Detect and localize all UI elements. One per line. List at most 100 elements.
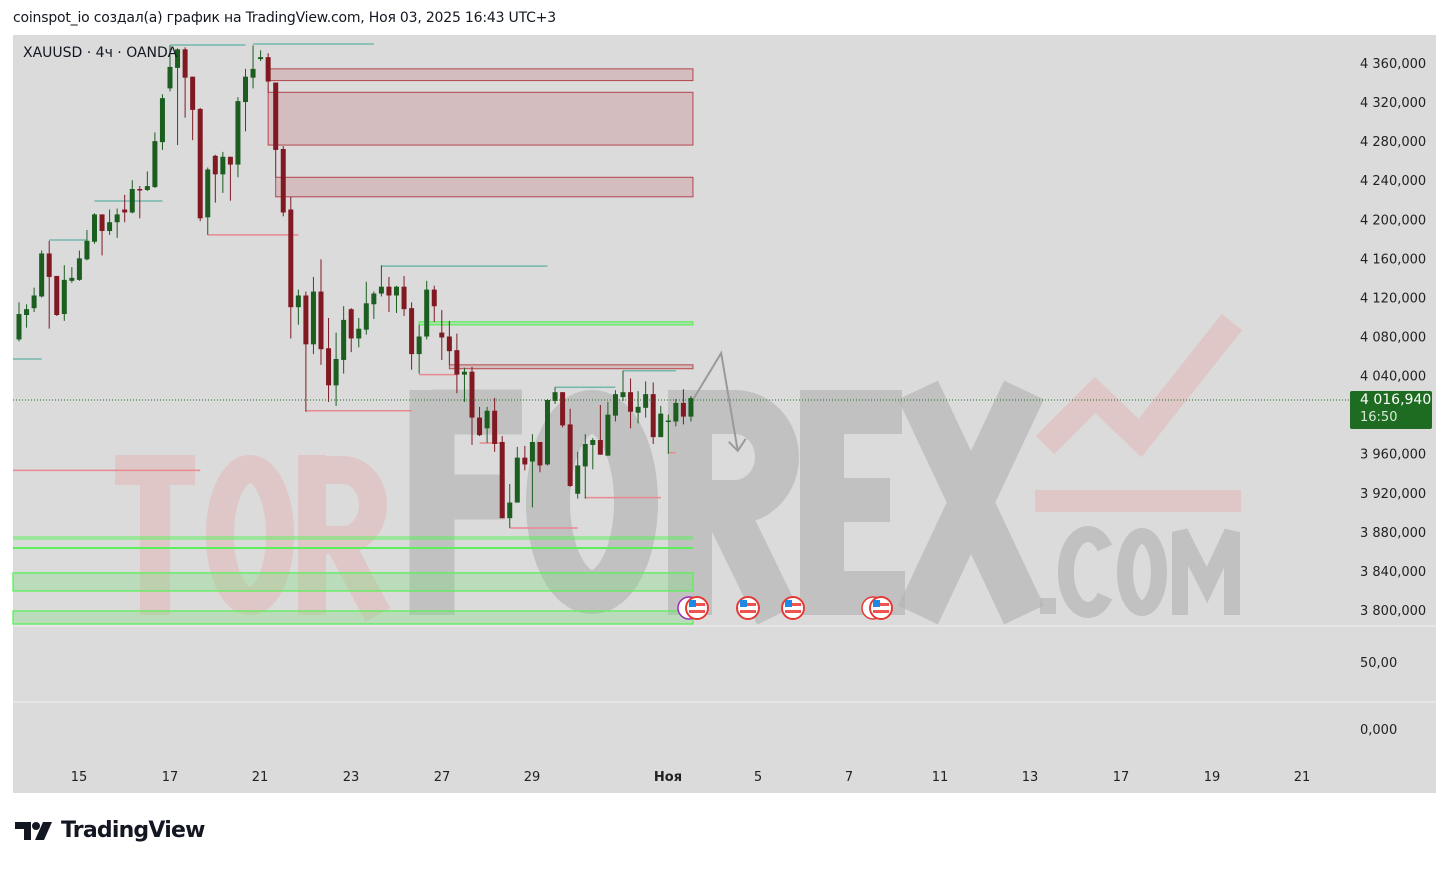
price-tick: 3 800,000 xyxy=(1360,604,1426,619)
us-flag-icon[interactable] xyxy=(736,596,760,620)
bar-countdown: 16:50 xyxy=(1360,410,1398,425)
demand-zone xyxy=(12,610,694,625)
candle-body xyxy=(280,148,286,213)
candle xyxy=(99,214,105,256)
candle xyxy=(567,408,573,487)
candle xyxy=(394,285,399,314)
candle-body xyxy=(567,424,573,486)
candle-body xyxy=(484,410,490,429)
candle xyxy=(114,208,120,238)
candle-body xyxy=(582,443,588,467)
chart-caption: coinspot_io создал(а) график на TradingV… xyxy=(13,10,556,26)
candle-body xyxy=(220,156,226,175)
candle xyxy=(439,310,445,360)
candle-body xyxy=(39,253,45,297)
candle xyxy=(333,332,339,406)
candle xyxy=(182,47,188,118)
candle xyxy=(424,280,430,340)
symbol-label[interactable]: XAUUSD · 4ч · OANDA xyxy=(23,45,178,61)
lower-pane-tick: 50,00 xyxy=(1360,656,1397,671)
time-tick: 21 xyxy=(252,770,269,785)
candle-body xyxy=(295,295,301,308)
candle-body xyxy=(303,295,309,345)
candle xyxy=(197,107,203,222)
candle xyxy=(84,230,90,261)
time-axis[interactable]: 15 17 21 23 27 29 Ноя 5 7 11 13 17 19 21 xyxy=(71,770,1311,785)
candle-body xyxy=(16,314,22,340)
candle-body xyxy=(454,350,460,375)
candle-body xyxy=(688,398,694,417)
candle-body xyxy=(159,98,165,143)
candle-body xyxy=(394,286,399,296)
candle xyxy=(688,396,694,422)
candle xyxy=(212,154,218,203)
candle xyxy=(582,434,588,499)
time-tick: 23 xyxy=(343,770,360,785)
event-flags[interactable] xyxy=(677,596,893,620)
flag-canton xyxy=(740,600,747,607)
candle xyxy=(461,367,467,402)
candle-body xyxy=(61,279,67,315)
candle xyxy=(628,378,634,429)
candle xyxy=(295,289,301,325)
supply-zone xyxy=(448,364,694,370)
candle xyxy=(492,398,498,452)
watermark-letter-f xyxy=(409,389,522,615)
candle-body xyxy=(461,371,467,375)
flag-stripe xyxy=(873,603,889,606)
candle-body xyxy=(167,66,173,89)
watermark-letter-m xyxy=(1172,528,1240,615)
price-tick: 3 920,000 xyxy=(1360,487,1426,502)
candle-body xyxy=(235,101,241,165)
candle-body xyxy=(477,417,483,436)
time-tick: 29 xyxy=(524,770,541,785)
candle-body xyxy=(439,332,445,338)
candle-body xyxy=(250,68,256,78)
candle xyxy=(54,275,60,316)
candle-body xyxy=(416,336,422,355)
candle xyxy=(356,317,362,348)
candle-body xyxy=(590,440,596,445)
candle-body xyxy=(341,319,347,360)
candle xyxy=(265,53,271,93)
candle xyxy=(69,267,75,283)
candle xyxy=(107,209,113,235)
watermark-letter-c xyxy=(1057,526,1113,618)
candle-body xyxy=(175,49,181,68)
candle-body xyxy=(537,441,543,466)
us-flag-icon[interactable] xyxy=(781,596,805,620)
price-axis[interactable]: 4 360,000 4 320,000 4 280,000 4 240,000 4 20… xyxy=(1360,57,1426,619)
candle xyxy=(24,304,30,328)
forecast-arrow[interactable] xyxy=(693,350,747,453)
watermark-bar xyxy=(1035,490,1241,512)
candle xyxy=(665,414,671,454)
candle-body xyxy=(288,209,294,308)
us-flag-icon[interactable] xyxy=(677,596,709,620)
time-tick: 11 xyxy=(932,770,949,785)
candle-body xyxy=(265,57,271,82)
candle xyxy=(363,281,369,335)
candle xyxy=(514,446,520,503)
candle-body xyxy=(182,49,188,78)
candle xyxy=(545,399,550,466)
time-tick: 5 xyxy=(754,770,762,785)
candle xyxy=(31,287,37,313)
candle-body xyxy=(673,402,679,422)
price-tick: 4 320,000 xyxy=(1360,96,1426,111)
time-tick: 7 xyxy=(845,770,853,785)
candle xyxy=(446,320,452,365)
candles-layer xyxy=(16,45,694,528)
candle xyxy=(273,82,279,178)
candle xyxy=(341,306,347,374)
candle xyxy=(250,45,256,89)
candle-body xyxy=(46,253,52,277)
candle-body xyxy=(310,291,316,345)
tradingview-logo[interactable]: TradingView xyxy=(15,818,205,843)
us-flag-icon[interactable] xyxy=(861,596,893,620)
candle-body xyxy=(205,169,211,218)
candle-body xyxy=(356,328,362,339)
candle-body xyxy=(492,410,498,444)
candle xyxy=(76,250,82,281)
candle-body xyxy=(378,286,384,294)
